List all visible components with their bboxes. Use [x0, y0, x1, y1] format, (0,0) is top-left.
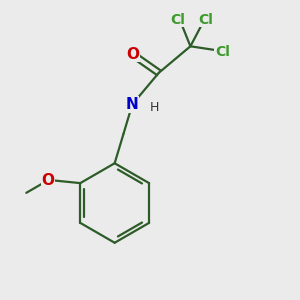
Text: H: H	[150, 101, 159, 114]
Text: Cl: Cl	[215, 45, 230, 59]
Text: Cl: Cl	[170, 13, 185, 27]
Text: O: O	[41, 173, 55, 188]
Text: N: N	[126, 97, 139, 112]
Text: Cl: Cl	[198, 13, 213, 26]
Text: O: O	[126, 47, 139, 62]
